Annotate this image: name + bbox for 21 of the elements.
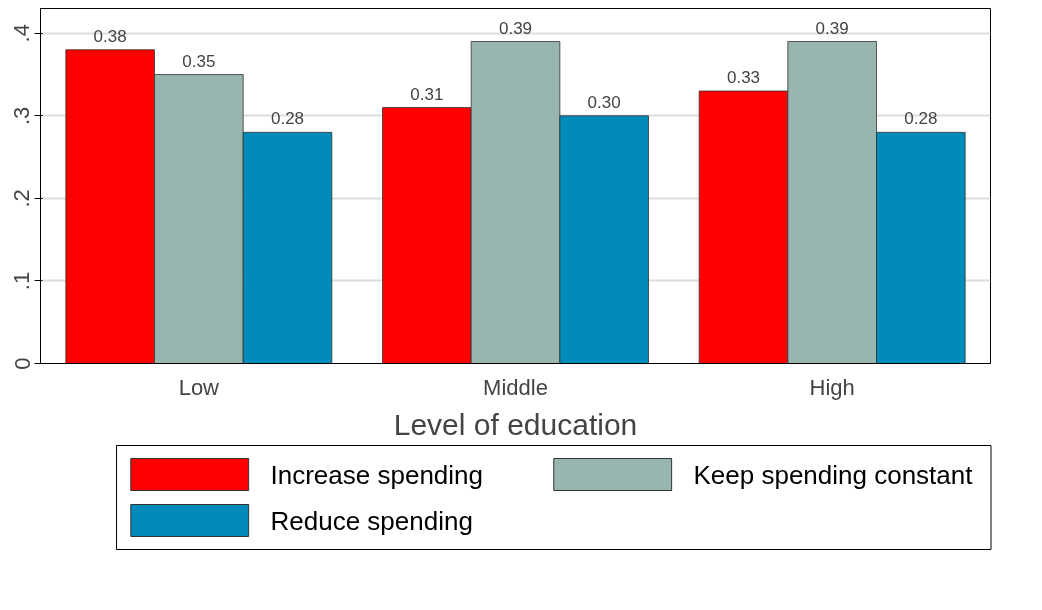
data-label: 0.38 xyxy=(93,26,127,46)
data-label: 0.28 xyxy=(270,109,305,129)
legend-label: Reduce spending xyxy=(270,505,473,536)
data-label: 0.39 xyxy=(498,18,533,38)
data-label: 0.33 xyxy=(726,68,761,88)
data-label: 0.39 xyxy=(815,18,849,38)
y-tick-label: 0 xyxy=(9,357,35,370)
y-tick-label: .2 xyxy=(9,189,35,208)
data-label: 0.31 xyxy=(410,84,444,104)
x-axis-title: Level of education xyxy=(393,407,638,441)
data-label: 0.28 xyxy=(904,109,938,129)
data-label: 0.35 xyxy=(182,51,216,71)
y-tick-label: .1 xyxy=(9,271,35,291)
x-tick-label: High xyxy=(809,374,855,400)
legend-label: Keep spending constant xyxy=(693,459,974,490)
y-tick-label: .4 xyxy=(9,24,35,43)
y-tick-label: .3 xyxy=(9,106,35,125)
x-tick-label: Low xyxy=(178,374,220,400)
x-tick-label: Middle xyxy=(483,374,548,400)
data-label: 0.30 xyxy=(587,92,621,112)
legend-label: Increase spending xyxy=(270,459,483,490)
